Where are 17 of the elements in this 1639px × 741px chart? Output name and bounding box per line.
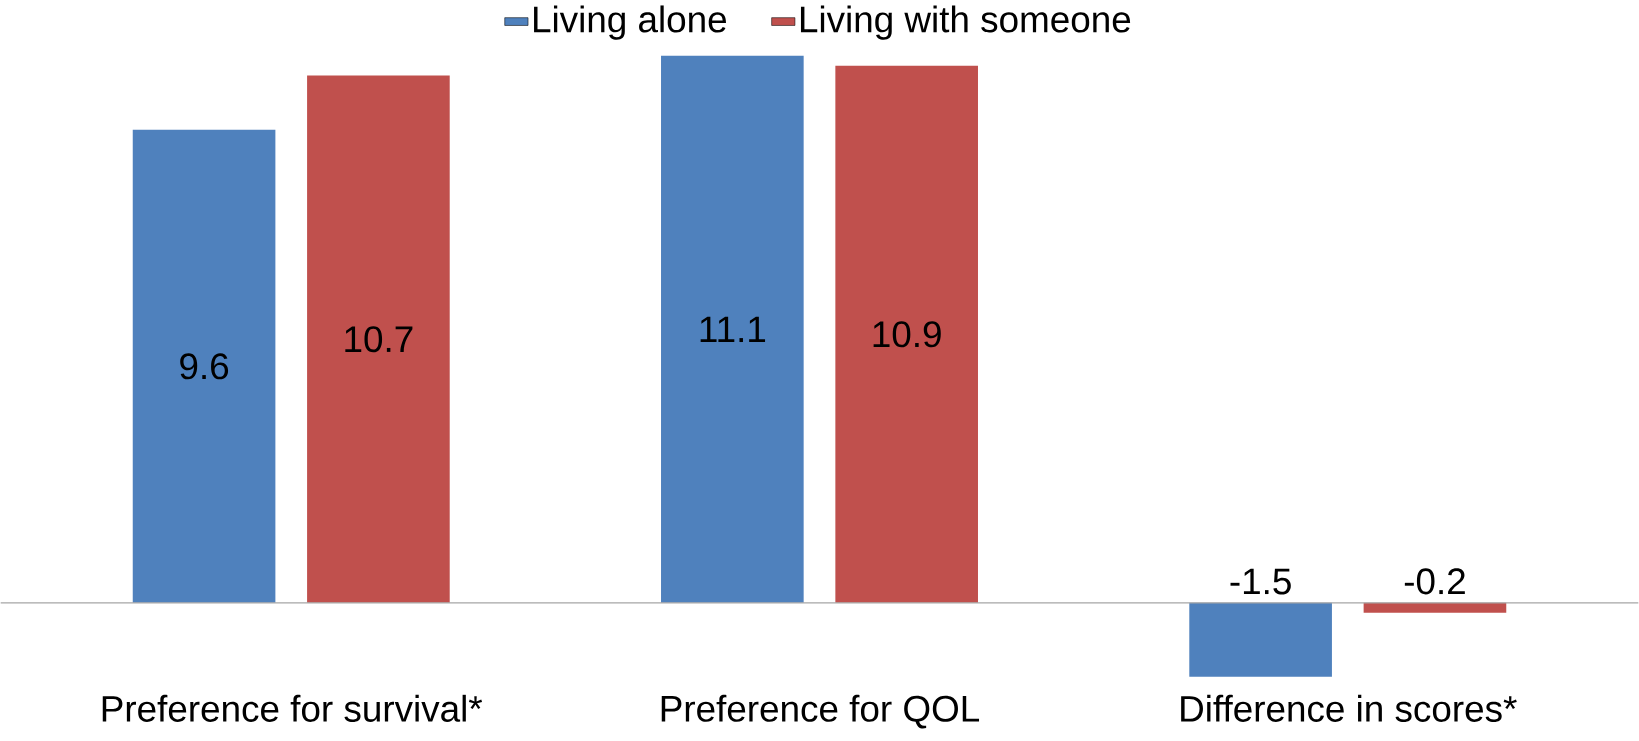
bar	[835, 65, 978, 604]
x-tick-label: Preference for survival*	[102, 694, 483, 723]
legend-label: Living alone	[534, 5, 726, 40]
data-label: -1.5	[1230, 568, 1291, 595]
data-label: 10.9	[873, 321, 941, 348]
data-label: 10.7	[345, 326, 413, 353]
bar	[132, 129, 276, 604]
data-label: 9.6	[180, 353, 229, 380]
x-tick-label: Difference in scores*	[1181, 694, 1517, 723]
data-label: 11.1	[700, 316, 766, 343]
bar	[1189, 603, 1332, 677]
x-tick-label: Preference for QOL	[661, 694, 980, 729]
bar	[661, 55, 804, 604]
legend-label: Living with someone	[800, 5, 1131, 40]
bar	[307, 75, 450, 604]
bar	[1363, 603, 1507, 613]
data-label: -0.2	[1404, 568, 1465, 595]
